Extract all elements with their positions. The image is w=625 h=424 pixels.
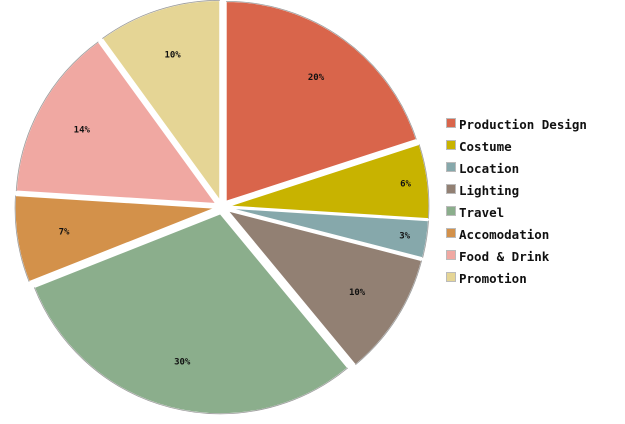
pie-label-promotion: 10%	[164, 50, 181, 60]
legend-label: Production Design	[459, 116, 587, 132]
pie-label-costume: 6%	[400, 179, 411, 189]
legend-item-accomodation: Accomodation	[446, 223, 587, 245]
legend-label: Food & Drink	[459, 248, 550, 264]
legend-swatch	[446, 139, 456, 150]
pie-slice-edge-promotion	[102, 0, 220, 39]
legend-item-production-design: Production Design	[446, 113, 587, 135]
legend-item-promotion: Promotion	[446, 267, 587, 289]
legend: Production Design Costume Location Lighting…	[446, 113, 587, 289]
pie-slice-edge-food-drink	[15, 41, 99, 192]
pie-slice-edge-travel	[33, 287, 348, 415]
pie-slice-edge-location	[422, 220, 429, 258]
legend-swatch	[446, 205, 456, 216]
legend-label: Travel	[459, 204, 505, 220]
legend-swatch	[446, 183, 456, 194]
pie-slice-edge-costume	[418, 144, 430, 219]
legend-label: Lighting	[459, 182, 520, 198]
pie-label-food-drink: 14%	[74, 125, 91, 135]
legend-label: Location	[459, 160, 520, 176]
legend-swatch	[446, 227, 456, 238]
pie-labels: 20% 6% 3% 10% 30% 7% 14% 10%	[59, 50, 412, 367]
pie-label-accomodation: 7%	[59, 228, 70, 238]
pie-slices	[14, 0, 430, 415]
pie-label-lighting: 10%	[349, 288, 366, 298]
legend-swatch	[446, 271, 456, 282]
pie-slice-edge-lighting	[355, 260, 423, 366]
legend-item-location: Location	[446, 157, 587, 179]
legend-label: Costume	[459, 138, 512, 154]
legend-item-costume: Costume	[446, 135, 587, 157]
legend-item-lighting: Lighting	[446, 179, 587, 201]
legend-item-travel: Travel	[446, 201, 587, 223]
legend-swatch	[446, 161, 456, 172]
legend-swatch	[446, 249, 456, 260]
pie-label-production-design: 20%	[308, 73, 325, 83]
legend-item-food-drink: Food & Drink	[446, 245, 587, 267]
pie-label-location: 3%	[399, 231, 410, 241]
pie-label-travel: 30%	[174, 358, 191, 368]
legend-label: Promotion	[459, 270, 527, 286]
legend-swatch	[446, 117, 456, 128]
pie-slice-edge-production-design	[226, 0, 417, 140]
legend-label: Accomodation	[459, 226, 550, 242]
pie-slice-edge-accomodation	[14, 195, 30, 282]
